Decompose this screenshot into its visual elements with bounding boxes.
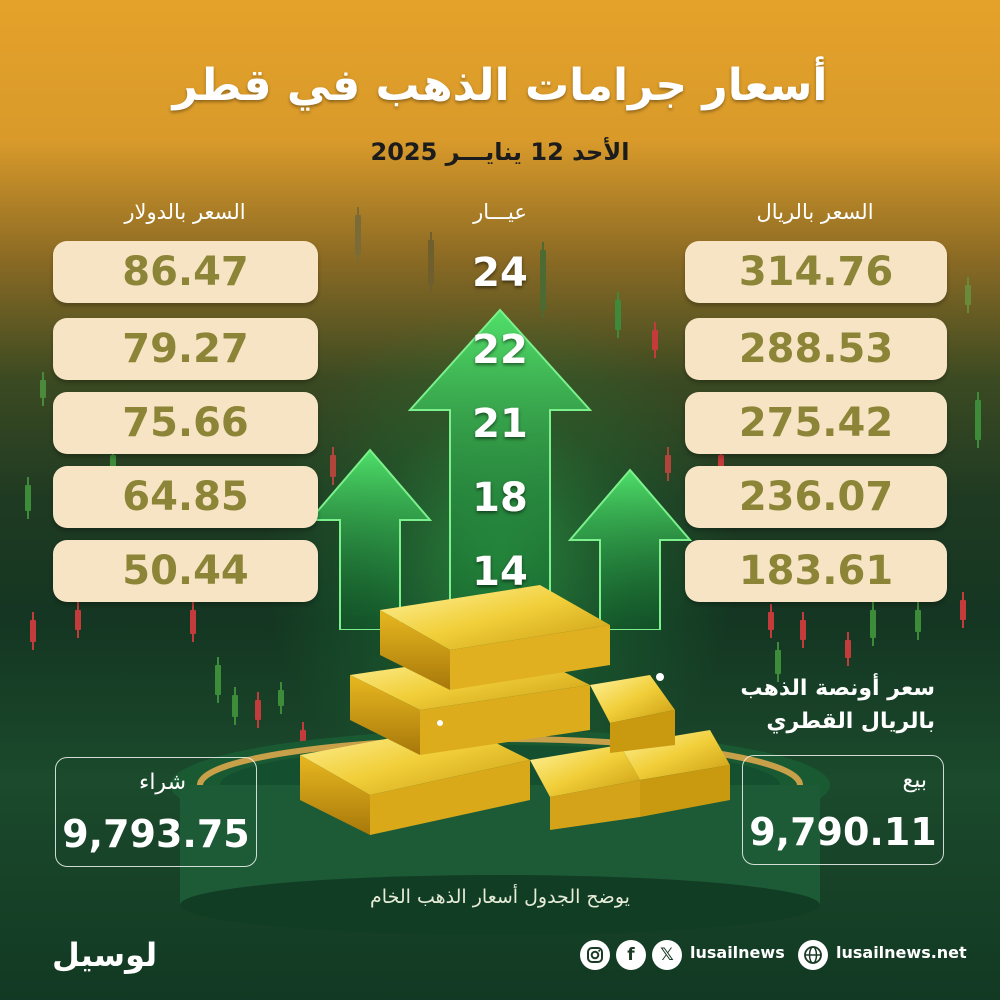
sell-label: بيع [902,768,927,793]
lusail-logo: لوسيل [52,936,158,974]
column-header-karat: عيـــار [473,200,527,224]
riyal-price-22k: 288.53 [685,318,947,380]
riyal-price-24k: 314.76 [685,241,947,303]
dollar-price-24k: 86.47 [53,241,318,303]
riyal-price-18k: 236.07 [685,466,947,528]
karat-14: 14 [472,549,528,595]
buy-price-box: شراء 9,793.75 [55,757,257,867]
column-header-dollar: السعر بالدولار [124,200,246,224]
instagram-icon[interactable] [580,940,610,970]
page-title: أسعار جرامات الذهب في قطر [172,60,828,111]
gold-bars-graphic [300,585,730,835]
dollar-price-22k: 79.27 [53,318,318,380]
social-handle[interactable]: lusailnews [690,943,785,962]
dollar-price-14k: 50.44 [53,540,318,602]
dollar-price-18k: 64.85 [53,466,318,528]
footer: لوسيل f 𝕏 lusailnews lusailnews.net [0,936,1000,980]
footnote: يوضح الجدول أسعار الذهب الخام [370,886,630,908]
buy-label: شراء [138,770,186,795]
karat-24: 24 [472,250,528,296]
riyal-price-14k: 183.61 [685,540,947,602]
ounce-price-label: سعر أونصة الذهب بالريال القطري [740,672,935,738]
sell-value: 9,790.11 [749,810,937,854]
ounce-label-line2: بالريال القطري [766,709,935,734]
column-header-riyal: السعر بالريال [756,200,874,224]
globe-icon[interactable] [798,940,828,970]
karat-21: 21 [472,401,528,447]
x-icon[interactable]: 𝕏 [652,940,682,970]
up-arrows-graphic [307,308,693,630]
karat-18: 18 [472,475,528,521]
dollar-price-21k: 75.66 [53,392,318,454]
website-link[interactable]: lusailnews.net [836,943,967,962]
riyal-price-21k: 275.42 [685,392,947,454]
ounce-label-line1: سعر أونصة الذهب [740,676,935,701]
buy-value: 9,793.75 [62,812,250,856]
facebook-icon[interactable]: f [616,940,646,970]
sell-price-box: بيع 9,790.11 [742,755,944,865]
date-label: الأحد 12 ينايـــر 2025 [370,138,630,166]
karat-22: 22 [472,327,528,373]
